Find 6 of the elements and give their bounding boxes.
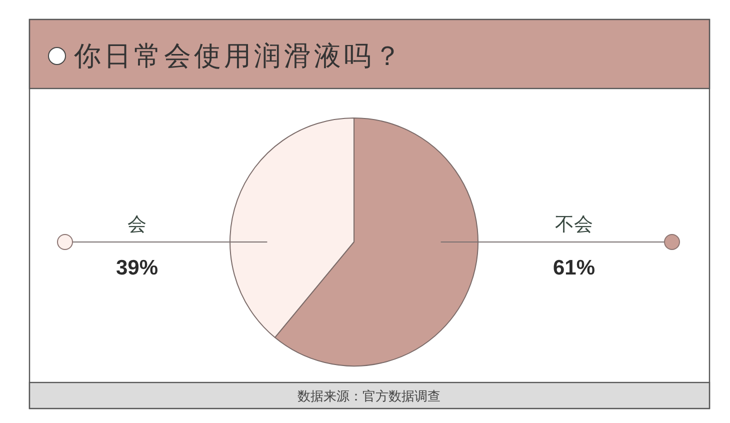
category-label: 不会 <box>555 214 593 236</box>
category-label: 会 <box>128 214 146 236</box>
value-label: 61% <box>552 256 596 280</box>
annotation: 数据来源：官方数据调查 <box>298 388 440 404</box>
value-label: 39% <box>116 256 158 280</box>
title: 你日常会使用润滑液吗？ <box>74 41 404 71</box>
